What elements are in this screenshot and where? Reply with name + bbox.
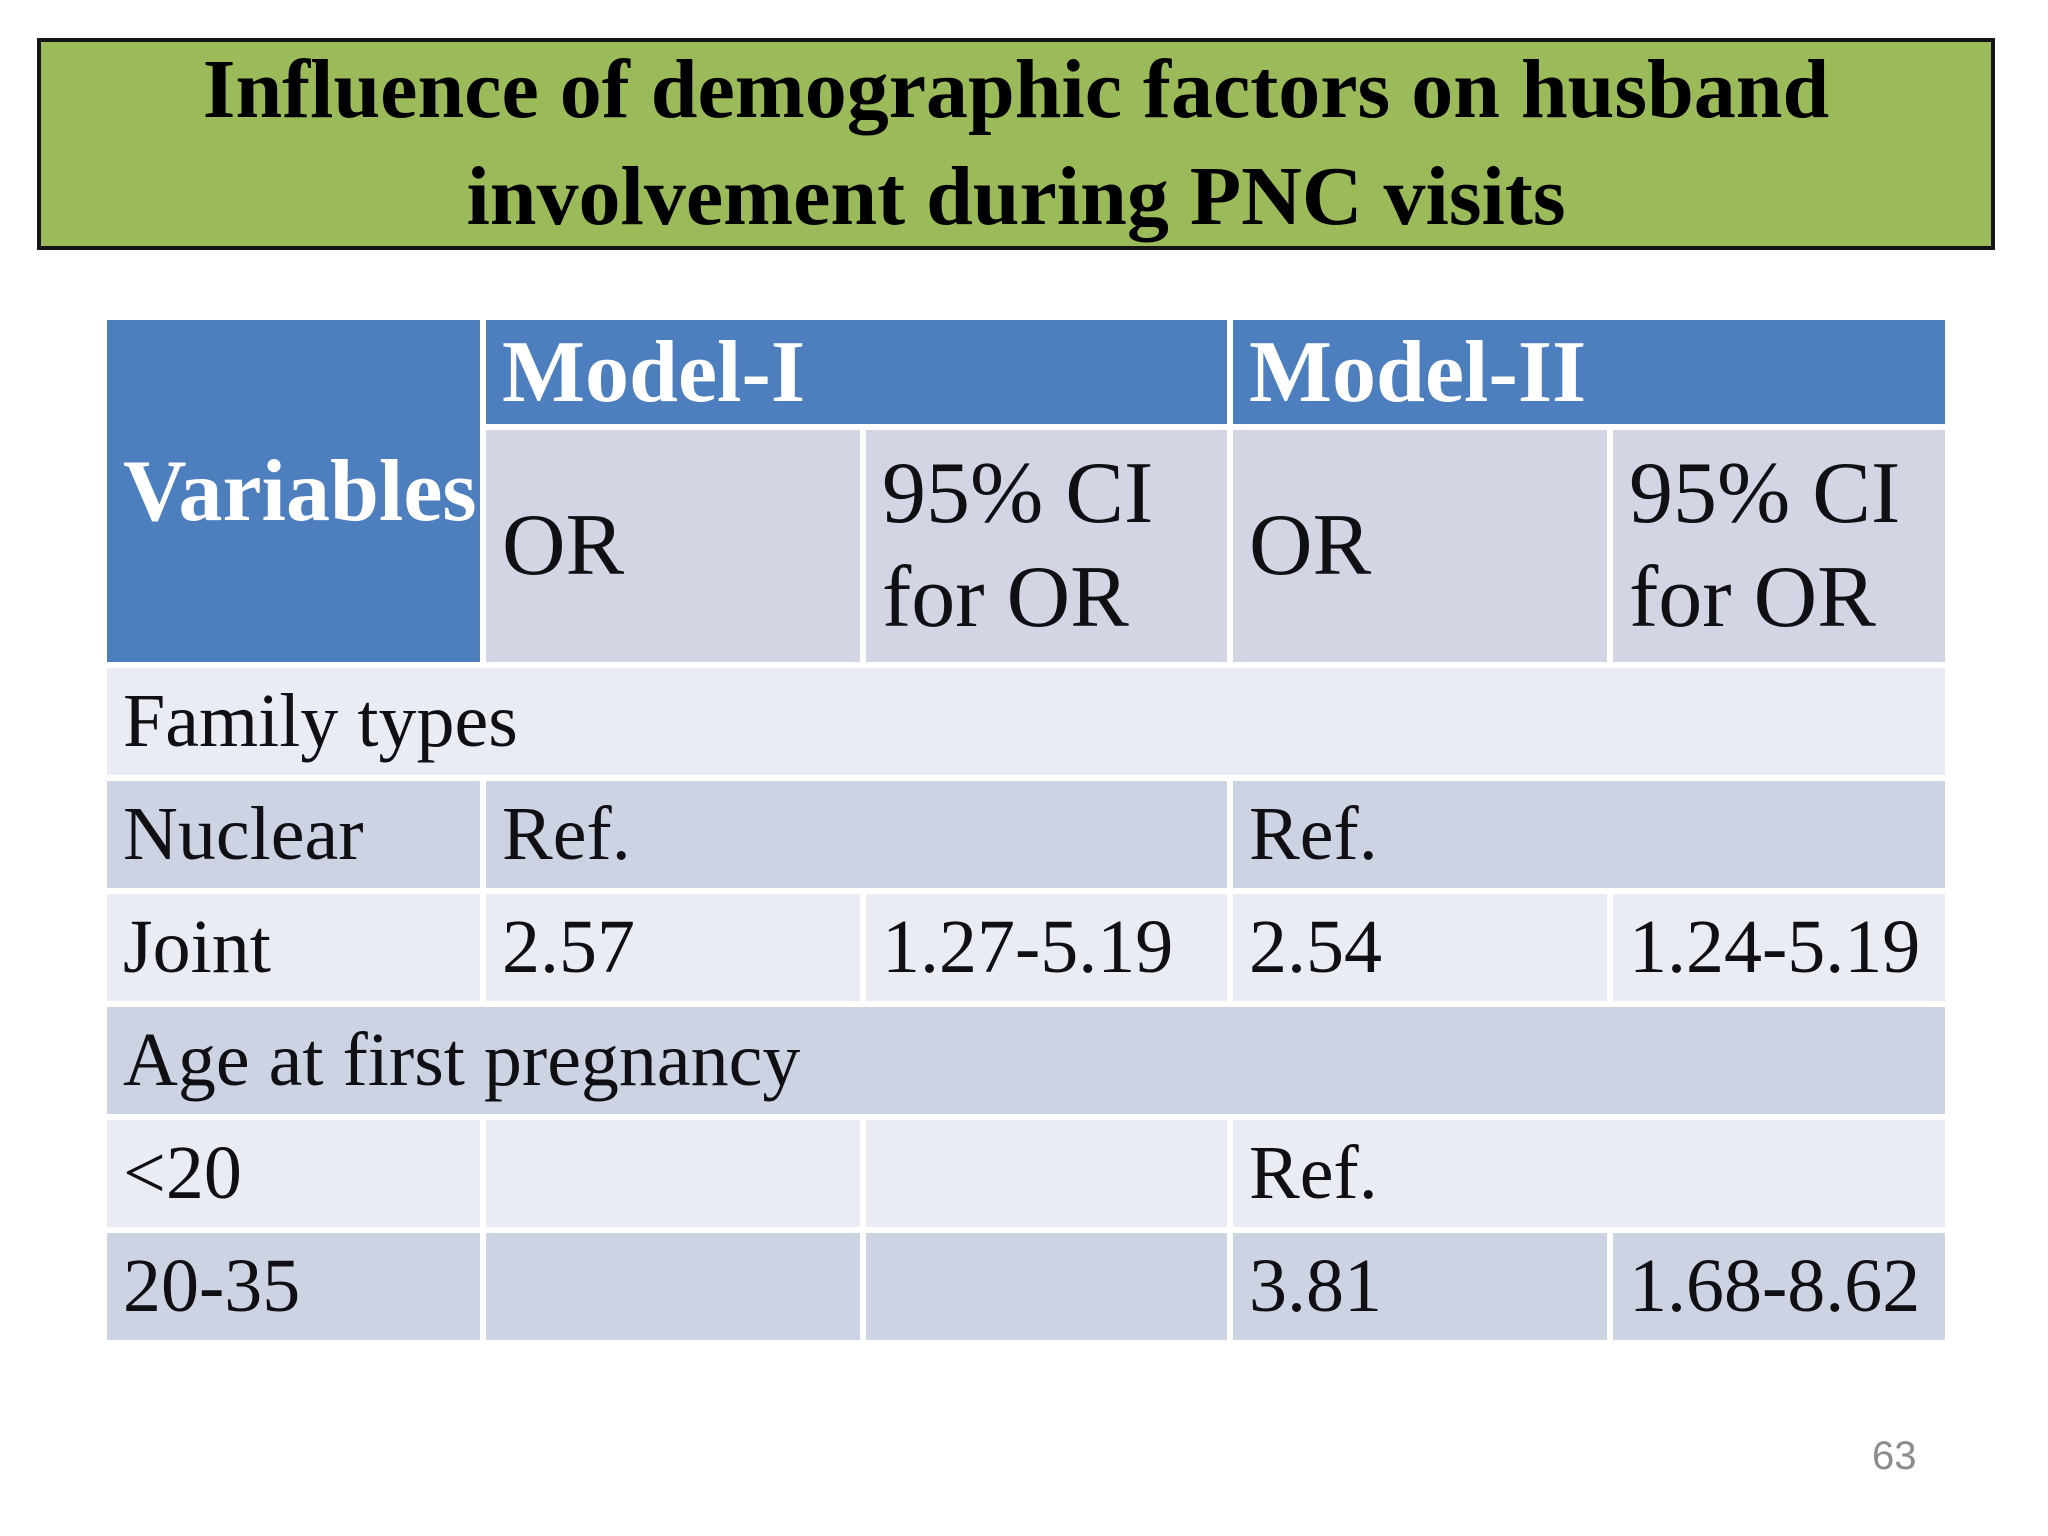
header-cell-model2-ci: 95% CI for OR bbox=[1613, 430, 1945, 662]
header-cell-variables: Variables bbox=[107, 320, 480, 662]
slide-title: Influence of demographic factors on husb… bbox=[202, 43, 1830, 243]
row-label: 20-35 bbox=[107, 1233, 480, 1340]
header-cell-model2: Model-II bbox=[1233, 320, 1945, 424]
slide-title-box: Influence of demographic factors on husb… bbox=[37, 38, 1995, 250]
header-cell-model1-ci: 95% CI for OR bbox=[866, 430, 1227, 662]
row-label: Joint bbox=[107, 894, 480, 1001]
data-row-20-35: 20-35 3.81 1.68-8.62 bbox=[107, 1233, 1945, 1340]
header-row-models: Variables Model-I Model-II bbox=[107, 320, 1945, 662]
model1-or-cell bbox=[486, 1233, 860, 1340]
data-row-nuclear: Nuclear Ref. Ref. bbox=[107, 781, 1945, 888]
section-row-age-first-pregnancy: Age at first pregnancy bbox=[107, 1007, 1945, 1114]
section-label: Family types bbox=[107, 668, 1945, 775]
model1-ci-cell bbox=[866, 1120, 1227, 1227]
model2-ref-cell: Ref. bbox=[1233, 1120, 1945, 1227]
model1-or-cell bbox=[486, 1120, 860, 1227]
model1-or-cell: 2.57 bbox=[486, 894, 860, 1001]
model2-ci-cell: 1.24-5.19 bbox=[1613, 894, 1945, 1001]
section-row-family-types: Family types bbox=[107, 668, 1945, 775]
header-cell-model1-or: OR bbox=[486, 430, 860, 662]
model1-ci-cell: 1.27-5.19 bbox=[866, 894, 1227, 1001]
model2-or-cell: 3.81 bbox=[1233, 1233, 1607, 1340]
model2-ref-cell: Ref. bbox=[1233, 781, 1945, 888]
results-table: Variables Model-I Model-II OR 95% CI for… bbox=[101, 314, 1951, 1346]
page-number: 63 bbox=[1872, 1434, 1917, 1478]
data-row-joint: Joint 2.57 1.27-5.19 2.54 1.24-5.19 bbox=[107, 894, 1945, 1001]
header-row-stats: OR 95% CI for OR OR 95% CI for OR bbox=[107, 430, 1945, 662]
model2-ci-cell: 1.68-8.62 bbox=[1613, 1233, 1945, 1340]
model1-ref-cell: Ref. bbox=[486, 781, 1227, 888]
data-row-under-20: <20 Ref. bbox=[107, 1120, 1945, 1227]
model2-or-cell: 2.54 bbox=[1233, 894, 1607, 1001]
row-label: <20 bbox=[107, 1120, 480, 1227]
header-cell-model1: Model-I bbox=[486, 320, 1227, 424]
section-label: Age at first pregnancy bbox=[107, 1007, 1945, 1114]
header-cell-model2-or: OR bbox=[1233, 430, 1607, 662]
row-label: Nuclear bbox=[107, 781, 480, 888]
model1-ci-cell bbox=[866, 1233, 1227, 1340]
